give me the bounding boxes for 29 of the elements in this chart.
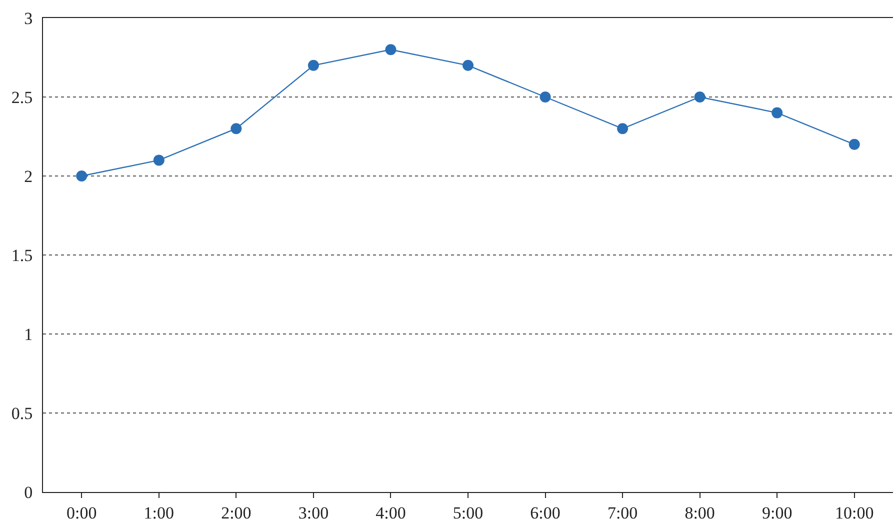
- x-tick-label: 9:00: [762, 503, 792, 522]
- point: [308, 60, 319, 71]
- point: [540, 92, 551, 102]
- point: [153, 154, 164, 166]
- point: [848, 138, 860, 150]
- y-tick-label: 2.5: [11, 88, 33, 107]
- point: [772, 107, 783, 118]
- x-tick-label: 2:00: [221, 503, 252, 522]
- point: [617, 123, 628, 134]
- x-tick-label: 5:00: [452, 503, 484, 522]
- x-tick-label: 6:00: [530, 503, 560, 522]
- x-tick-label: 10:00: [834, 503, 874, 522]
- y-tick-label: 2: [24, 166, 33, 186]
- y-tick-label: 0.5: [11, 404, 33, 423]
- x-tick-label: 3:00: [298, 503, 329, 522]
- x-tick-label: 8:00: [684, 503, 715, 522]
- x-tick-label: 0:00: [66, 503, 97, 522]
- point: [76, 170, 88, 182]
- y-tick-label: 1.5: [11, 246, 33, 265]
- x-tick-label: 1:00: [144, 503, 174, 522]
- point: [385, 44, 396, 56]
- point: [694, 92, 706, 102]
- x-tick-label: 4:00: [376, 503, 406, 522]
- x-tick-label: 7:00: [607, 503, 638, 522]
- y-tick-label: 3: [24, 8, 33, 28]
- point: [462, 60, 474, 71]
- point: [230, 123, 242, 134]
- y-tick-label: 0: [24, 482, 33, 502]
- y-tick-label: 1: [24, 324, 33, 344]
